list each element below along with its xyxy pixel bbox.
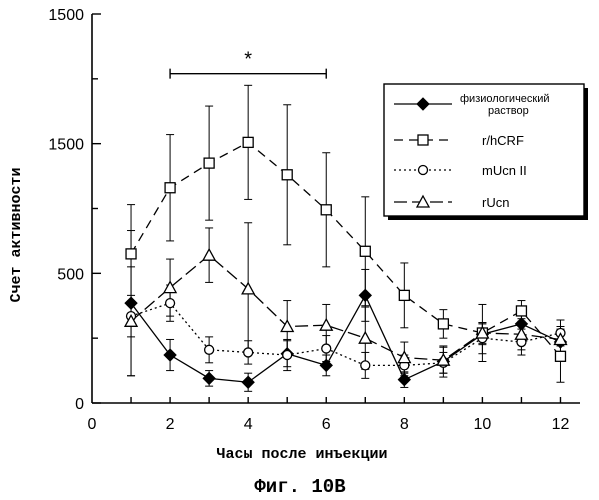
series-2-point	[282, 170, 292, 180]
series-2-point	[516, 306, 526, 316]
series-3-point	[166, 299, 175, 308]
y-tick-label: 500	[57, 266, 84, 283]
series-3-point	[244, 348, 253, 357]
series-1-point	[320, 359, 332, 371]
x-tick-label: 4	[244, 416, 253, 433]
series-2-point	[126, 249, 136, 259]
y-tick-label: 1500	[48, 7, 84, 24]
x-tick-label: 12	[552, 416, 570, 433]
series-4-line	[131, 255, 560, 360]
significance-annotation: *	[170, 49, 326, 79]
x-axis-label: Часы после инъекции	[216, 446, 387, 463]
series-3-point	[283, 351, 292, 360]
x-tick-label: 6	[322, 416, 331, 433]
series-1-point	[203, 372, 215, 384]
legend-label-4: rUcn	[482, 195, 509, 210]
legend-label-3: mUcn II	[482, 163, 527, 178]
series-3-line	[131, 303, 560, 365]
legend-label-1: раствор	[488, 105, 529, 117]
series-1-point	[125, 297, 137, 309]
series-1-point	[359, 289, 371, 301]
series-2-point	[555, 351, 565, 361]
y-axis-label: Счет активности	[8, 167, 25, 302]
series-4-point	[203, 249, 215, 260]
series-2-point	[438, 319, 448, 329]
series-1-point	[164, 349, 176, 361]
series-4-point	[398, 352, 410, 363]
x-tick-label: 10	[474, 416, 492, 433]
legend-label-1: физиологический	[460, 93, 550, 105]
significance-star: *	[244, 49, 252, 71]
series-2-point	[360, 246, 370, 256]
y-tick-label: 0	[75, 396, 84, 413]
series-2-point	[321, 205, 331, 215]
legend-marker-2	[418, 135, 428, 145]
series-3-point	[205, 345, 214, 354]
legend: физиологическийраствор r/hCRF mUcn II rUcn	[384, 84, 588, 220]
x-tick-label: 8	[400, 416, 409, 433]
series-3-point	[361, 361, 370, 370]
y-tick-label: 1500	[48, 137, 84, 154]
series-3-point	[322, 344, 331, 353]
series-1-point	[242, 376, 254, 388]
series-2-point	[165, 183, 175, 193]
series-4-point	[359, 332, 371, 343]
series-1-point	[398, 374, 410, 386]
legend-marker-3	[419, 166, 428, 175]
series-1-line	[131, 295, 560, 382]
series-2-point	[243, 137, 253, 147]
series-2-point	[399, 290, 409, 300]
x-tick-label: 2	[166, 416, 175, 433]
series-4-point	[164, 282, 176, 293]
x-tick-label: 0	[88, 416, 97, 433]
legend-label-2: r/hCRF	[482, 133, 524, 148]
figure-caption: Фиг. 10B	[254, 476, 345, 498]
series-2-point	[204, 158, 214, 168]
